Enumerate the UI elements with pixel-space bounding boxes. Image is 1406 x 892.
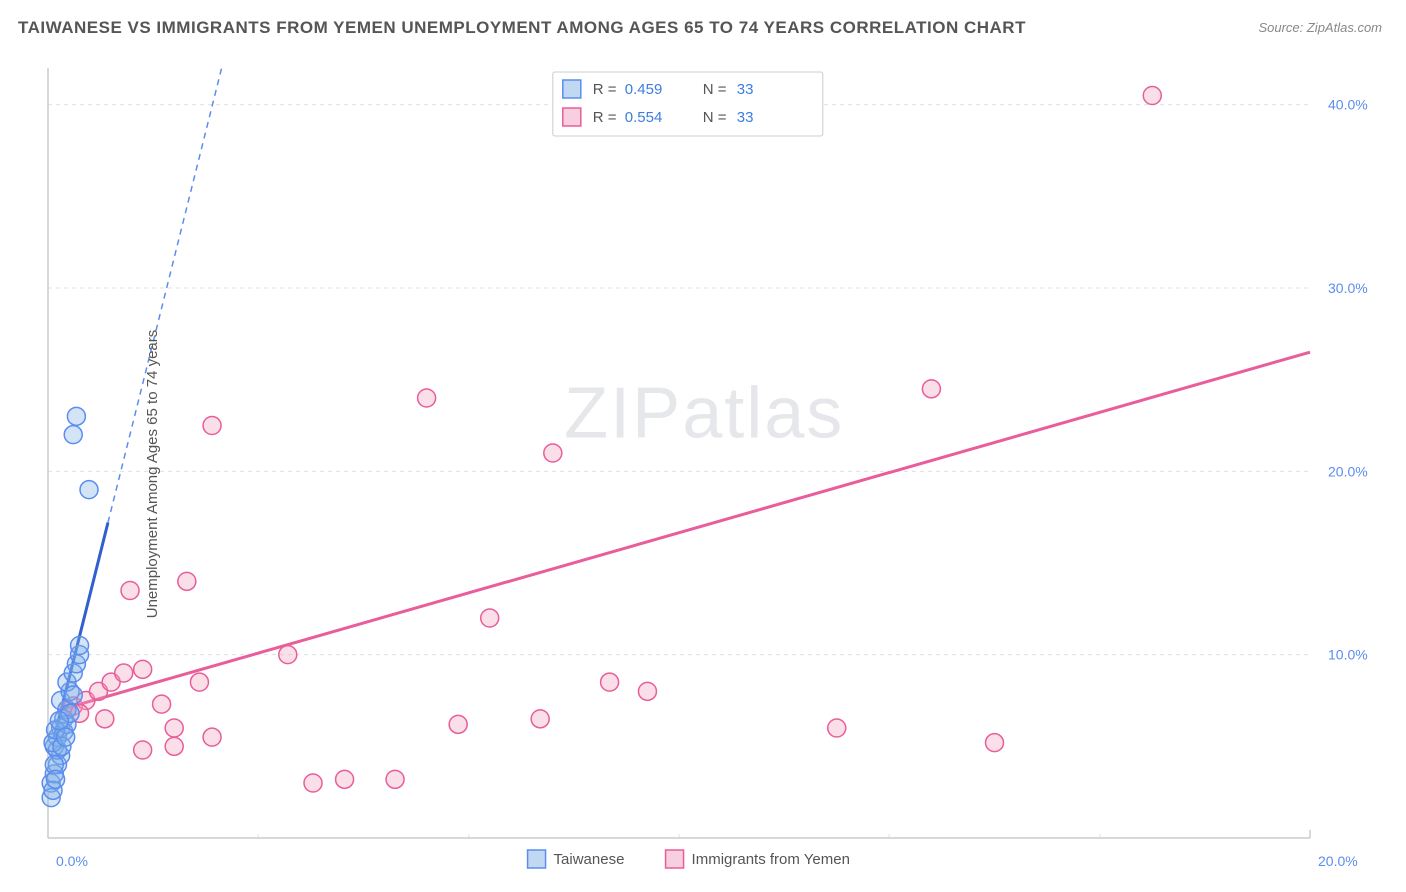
svg-text:ZIPatlas: ZIPatlas [564,374,844,454]
svg-text:N =: N = [703,109,727,126]
chart-title: TAIWANESE VS IMMIGRANTS FROM YEMEN UNEMP… [18,18,1026,38]
svg-text:30.0%: 30.0% [1328,280,1368,296]
svg-text:Taiwanese: Taiwanese [554,851,625,868]
svg-text:33: 33 [737,109,754,126]
y-axis-label: Unemployment Among Ages 65 to 74 years [144,330,161,619]
svg-text:N =: N = [703,81,727,98]
svg-text:0.0%: 0.0% [56,853,88,869]
chart-container: Unemployment Among Ages 65 to 74 years 1… [0,56,1406,892]
scatter-chart: 10.0% 20.0% 30.0% 40.0% 0.0% 20.0% ZIPatlas R =… [0,56,1406,892]
svg-text:33: 33 [737,81,754,98]
svg-text:0.554: 0.554 [625,109,663,126]
source-attribution: Source: ZipAtlas.com [1258,20,1382,35]
svg-text:Immigrants from Yemen: Immigrants from Yemen [692,851,850,868]
svg-text:0.459: 0.459 [625,81,663,98]
svg-text:R =: R = [593,81,617,98]
svg-text:40.0%: 40.0% [1328,97,1368,113]
svg-text:20.0%: 20.0% [1318,853,1358,869]
svg-text:R =: R = [593,109,617,126]
svg-text:20.0%: 20.0% [1328,463,1368,479]
svg-text:10.0%: 10.0% [1328,647,1368,663]
